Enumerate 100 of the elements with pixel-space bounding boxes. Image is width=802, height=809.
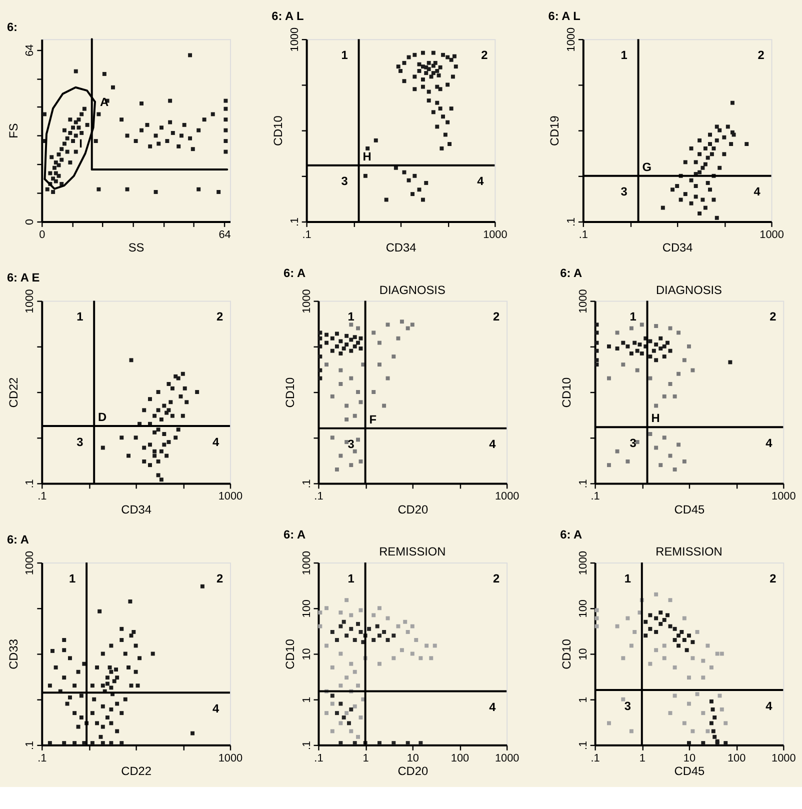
annotation: 1 (341, 48, 348, 62)
x-tick-label: 1 (362, 752, 369, 764)
annotation: 2 (770, 571, 777, 586)
chart-subtitle: DIAGNOSIS (656, 282, 722, 297)
annotation: I (79, 136, 82, 150)
annotation: 4 (766, 436, 773, 450)
x-tick-label: 100 (727, 752, 746, 764)
y-axis-title: CD22 (6, 377, 20, 408)
y-tick-label: .1 (300, 479, 313, 488)
y-axis-title: CD10 (282, 376, 297, 408)
x-tick-label: 10 (406, 752, 419, 764)
x-tick-label: 1000 (494, 752, 520, 764)
annotation: 4 (212, 434, 220, 449)
x-axis-title: CD20 (398, 764, 428, 778)
x-axis-title: CD22 (121, 764, 152, 778)
annotation: 4 (489, 437, 496, 452)
annotation: 4 (754, 184, 761, 199)
x-axis-title: CD20 (398, 502, 428, 516)
annotation: 2 (216, 571, 224, 586)
x-axis-title: CD34 (386, 240, 417, 255)
annotation: 2 (770, 310, 777, 324)
annotation: 3 (624, 698, 632, 713)
y-axis-title: CD10 (560, 376, 574, 408)
y-tick-label: 1000 (24, 289, 36, 314)
annotation: 3 (76, 434, 84, 449)
x-tick-label: .1 (314, 490, 324, 503)
y-tick-label: 0 (24, 218, 36, 226)
x-axis-title: CD34 (121, 502, 152, 516)
chart-title: 6: A L (272, 9, 304, 24)
chart-title: 6: A (284, 266, 306, 280)
ref-line-label: H (651, 411, 660, 426)
y-axis-title: CD10 (271, 115, 286, 146)
x-tick-label: 1000 (483, 228, 508, 241)
annotation: 1 (76, 310, 84, 324)
annotation: 1 (624, 571, 632, 586)
y-tick-label: .1 (300, 740, 313, 750)
x-tick-label: 64 (218, 228, 231, 241)
chart-title: 6: A (284, 528, 306, 542)
y-tick-label: .1 (24, 479, 36, 488)
x-tick-label: 1000 (772, 752, 796, 764)
y-tick-label: 1 (577, 696, 590, 703)
annotation: 1 (630, 310, 637, 324)
chart-title: 6: A E (6, 270, 40, 285)
y-tick-label: .1 (577, 740, 590, 750)
x-tick-label: 1000 (494, 490, 520, 503)
x-tick-label: .1 (590, 490, 600, 503)
x-tick-label: .1 (38, 752, 47, 764)
y-tick-label: 1000 (288, 27, 301, 52)
y-tick-label: 1000 (577, 289, 590, 314)
annotation: 1 (348, 310, 355, 324)
x-tick-label: 1000 (218, 752, 243, 764)
y-tick-label: .1 (24, 740, 36, 750)
x-axis-title: CD45 (674, 502, 706, 516)
chart-title: 6: A (560, 528, 583, 542)
x-tick-label: 10 (683, 752, 696, 764)
y-axis-title: FS (6, 123, 20, 138)
ref-line-label: F (369, 412, 377, 426)
chart-title: 6: A L (548, 9, 580, 24)
y-tick-label: 10 (300, 648, 313, 660)
chart-subtitle: REMISSION (656, 544, 722, 559)
y-axis-title: CD33 (6, 638, 20, 670)
annotation: 2 (493, 571, 500, 586)
y-tick-label: 1000 (565, 27, 578, 52)
annotation: 2 (493, 310, 500, 324)
y-axis-title: CD19 (548, 115, 562, 146)
annotation: 4 (489, 700, 496, 714)
x-tick-label: .1 (314, 752, 324, 764)
x-tick-label: 100 (450, 752, 470, 764)
series-label: A (100, 94, 109, 109)
x-tick-label: 0 (39, 228, 46, 241)
annotation: 1 (69, 571, 76, 586)
ref-line-label: G (642, 160, 652, 174)
x-tick-label: 1000 (218, 490, 243, 503)
annotation: 4 (766, 698, 773, 713)
y-tick-label: 64 (24, 44, 36, 56)
y-tick-label: 1000 (300, 550, 313, 576)
x-tick-label: 1 (639, 752, 646, 764)
y-axis-title: CD10 (282, 638, 297, 670)
ref-line-label: H (362, 149, 372, 164)
y-tick-label: 1000 (300, 289, 313, 314)
x-tick-label: .1 (38, 490, 47, 503)
chart-subtitle: REMISSION (379, 544, 446, 559)
x-axis-title: SS (128, 240, 144, 255)
y-tick-label: 100 (300, 600, 313, 618)
chart-title: 6: (6, 20, 18, 34)
y-tick-label: 1000 (577, 550, 590, 576)
x-tick-label: .1 (590, 752, 600, 764)
annotation: 1 (620, 48, 628, 62)
annotation: 4 (212, 701, 220, 716)
chart-title: 6: A (560, 266, 583, 280)
x-axis-title: CD34 (662, 240, 694, 255)
annotation: 2 (758, 48, 765, 62)
y-tick-label: 1 (300, 696, 313, 703)
y-axis-title: CD10 (560, 638, 574, 670)
annotation: 3 (348, 437, 355, 452)
y-tick-label: 10 (577, 648, 590, 660)
chart-subtitle: DIAGNOSIS (379, 282, 446, 297)
annotation: 3 (620, 184, 628, 199)
annotation: 3 (341, 174, 348, 188)
y-tick-label: .1 (577, 479, 590, 488)
